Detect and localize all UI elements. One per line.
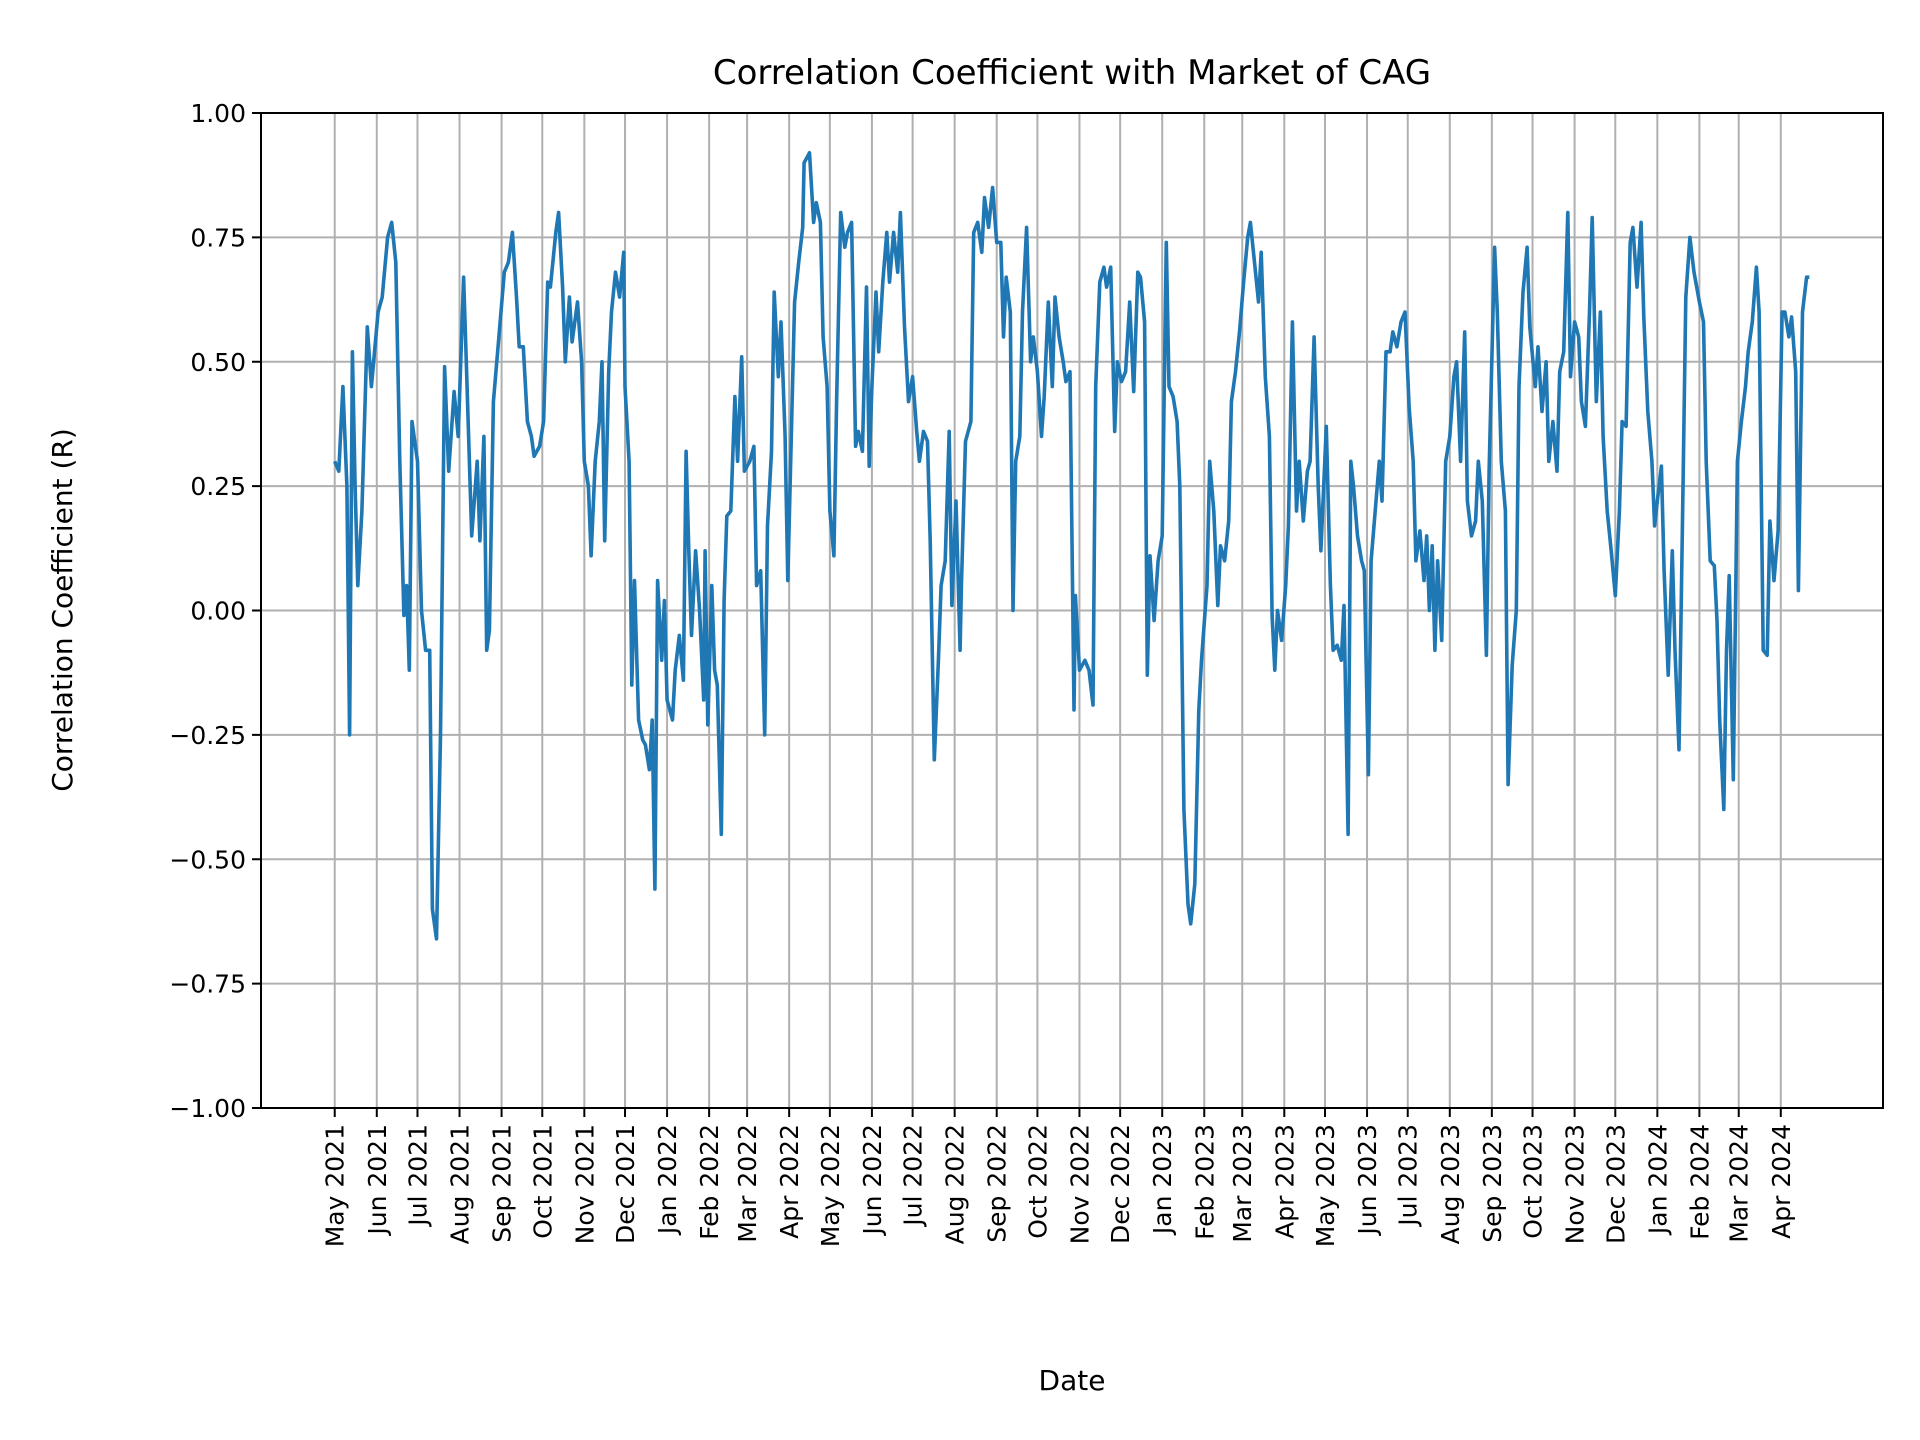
x-tick-label: Feb 2024 bbox=[1685, 1124, 1714, 1240]
y-tick-label: −0.75 bbox=[169, 970, 246, 999]
x-tick-label: Oct 2022 bbox=[1023, 1124, 1052, 1239]
x-tick-label: Jun 2022 bbox=[858, 1124, 887, 1237]
x-tick-label: Nov 2022 bbox=[1065, 1124, 1094, 1244]
x-tick-label: Sep 2022 bbox=[983, 1124, 1012, 1243]
x-tick-label: Jan 2022 bbox=[653, 1124, 682, 1236]
y-axis-label: Correlation Coefficient (R) bbox=[46, 428, 79, 792]
x-tick-label: May 2022 bbox=[816, 1124, 845, 1247]
y-tick-label: 1.00 bbox=[190, 99, 246, 128]
x-tick-label: Sep 2023 bbox=[1478, 1124, 1507, 1243]
x-tick-label: Feb 2023 bbox=[1190, 1124, 1219, 1240]
x-tick-label: Dec 2021 bbox=[611, 1124, 640, 1244]
x-axis-ticks: May 2021 Jun 2021 Jul 2021 Aug 2021 Sep 2021… bbox=[321, 1108, 1796, 1247]
x-tick-label: Jan 2024 bbox=[1643, 1124, 1672, 1236]
grid-lines bbox=[261, 112, 1883, 1109]
x-tick-label: Oct 2023 bbox=[1519, 1124, 1548, 1239]
x-tick-label: Mar 2024 bbox=[1725, 1124, 1754, 1243]
x-tick-label: Jan 2023 bbox=[1148, 1124, 1177, 1236]
y-tick-label: −1.00 bbox=[169, 1094, 246, 1123]
y-tick-label: 0.25 bbox=[190, 472, 246, 501]
x-tick-label: Oct 2021 bbox=[528, 1124, 557, 1239]
x-tick-label: May 2021 bbox=[321, 1124, 350, 1247]
x-tick-label: Jul 2023 bbox=[1394, 1124, 1423, 1228]
correlation-series-line bbox=[333, 151, 1810, 941]
y-tick-label: 0.75 bbox=[190, 223, 246, 252]
x-tick-label: Mar 2022 bbox=[733, 1124, 762, 1243]
y-tick-label: −0.50 bbox=[169, 845, 246, 874]
y-tick-label: −0.25 bbox=[169, 721, 246, 750]
series-layer bbox=[333, 151, 1810, 941]
y-axis-ticks: −1.00 −0.75 −0.50 −0.25 0.00 0.25 0.50 0.75 1.00 bbox=[169, 99, 261, 1123]
x-tick-label: Jun 2023 bbox=[1353, 1124, 1382, 1237]
x-tick-label: Sep 2021 bbox=[488, 1124, 517, 1243]
x-tick-label: Feb 2022 bbox=[695, 1124, 724, 1240]
x-tick-label: Dec 2022 bbox=[1106, 1124, 1135, 1244]
x-tick-label: Apr 2024 bbox=[1767, 1124, 1796, 1239]
x-tick-label: Dec 2023 bbox=[1601, 1124, 1630, 1244]
x-tick-label: Nov 2023 bbox=[1561, 1124, 1590, 1244]
x-tick-label: Jun 2021 bbox=[363, 1124, 392, 1237]
y-tick-label: 0.00 bbox=[190, 597, 246, 626]
x-tick-label: Mar 2023 bbox=[1228, 1124, 1257, 1243]
x-tick-label: Apr 2022 bbox=[775, 1124, 804, 1239]
x-tick-label: Aug 2021 bbox=[446, 1124, 475, 1244]
x-tick-label: Jul 2022 bbox=[899, 1124, 928, 1228]
x-tick-label: Aug 2022 bbox=[941, 1124, 970, 1244]
x-tick-label: May 2023 bbox=[1311, 1124, 1340, 1247]
x-tick-label: Aug 2023 bbox=[1436, 1124, 1465, 1244]
y-tick-label: 0.50 bbox=[190, 348, 246, 377]
x-tick-label: Jul 2021 bbox=[403, 1124, 432, 1228]
x-tick-label: Apr 2023 bbox=[1270, 1124, 1299, 1239]
x-axis-label: Date bbox=[1039, 1364, 1106, 1397]
chart-title: Correlation Coefficient with Market of C… bbox=[713, 53, 1431, 93]
x-tick-label: Nov 2021 bbox=[570, 1124, 599, 1244]
